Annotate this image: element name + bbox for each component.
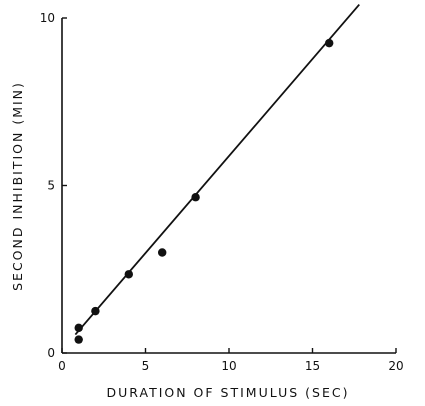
data-point xyxy=(191,193,200,202)
x-tick-label: 10 xyxy=(221,359,236,373)
data-point xyxy=(91,306,100,316)
fit-line xyxy=(74,4,360,336)
x-tick-label: 15 xyxy=(305,359,320,373)
x-axis-title: DURATION OF STIMULUS (SEC) xyxy=(107,385,350,400)
data-point xyxy=(158,248,167,257)
data-point xyxy=(325,38,334,48)
data-points xyxy=(74,38,334,344)
y-tick-label: 10 xyxy=(40,11,55,25)
data-point xyxy=(124,270,133,279)
data-point xyxy=(74,335,83,344)
x-tick-label: 5 xyxy=(142,359,150,373)
axes xyxy=(61,18,396,354)
y-tick-label: 0 xyxy=(47,346,55,360)
y-tick-label: 5 xyxy=(47,179,55,193)
y-axis-title: SECOND INHIBITION (MIN) xyxy=(10,81,25,291)
tick-labels: 0 5 10 15 20 0 5 10 xyxy=(40,11,404,373)
ticks xyxy=(61,17,397,354)
data-point xyxy=(74,323,83,333)
x-tick-label: 0 xyxy=(58,359,66,373)
x-tick-label: 20 xyxy=(388,359,403,373)
